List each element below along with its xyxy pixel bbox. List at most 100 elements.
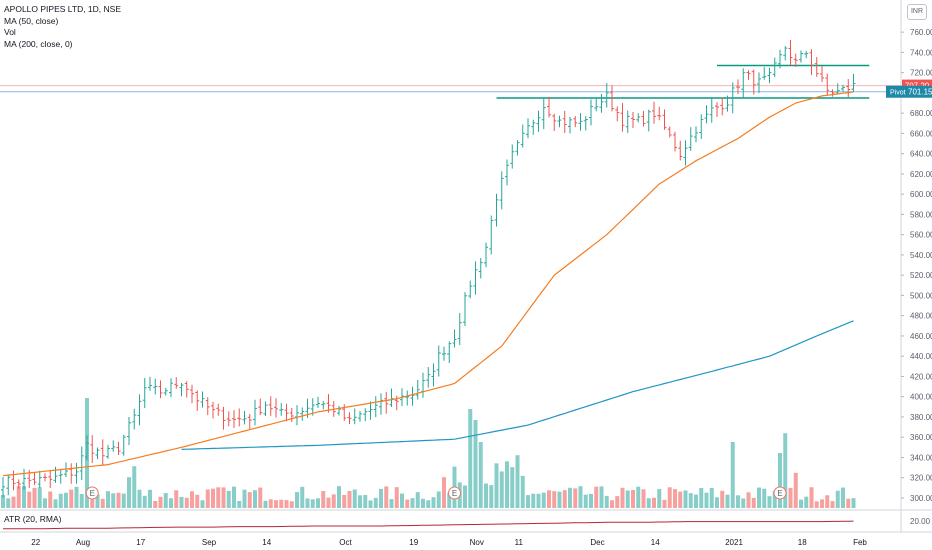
volume-bar — [447, 492, 452, 508]
ohlc-bar — [694, 126, 698, 143]
ohlc-bar — [667, 126, 672, 138]
earnings-label: E — [90, 489, 95, 498]
volume-bar — [100, 498, 105, 508]
ohlc-bar — [43, 473, 47, 482]
volume-bar — [184, 497, 189, 508]
ohlc-bar — [64, 462, 68, 477]
ohlc-bar — [163, 387, 168, 396]
ohlc-bar — [778, 49, 782, 69]
volume-bar — [289, 501, 294, 508]
ohlc-bar — [274, 398, 278, 418]
volume-bar — [583, 494, 588, 508]
volume-bar — [121, 493, 126, 508]
ohlc-bar — [526, 118, 530, 139]
ohlc-bar — [1, 477, 5, 498]
ohlc-bar — [211, 401, 215, 419]
volume-bar — [16, 486, 21, 508]
volume-bar — [762, 488, 767, 508]
ohlc-bar — [200, 391, 205, 408]
ohlc-bar — [531, 119, 536, 135]
y-tick-label: 420.00 — [910, 372, 932, 381]
volume-bar — [300, 486, 305, 508]
x-tick-label: 14 — [651, 538, 660, 547]
volume-bar — [541, 492, 546, 508]
ohlc-bar — [121, 434, 126, 456]
volume-series — [1, 398, 856, 508]
chart-legend: APOLLO PIPES LTD, 1D, NSE MA (50, close)… — [4, 4, 121, 50]
ohlc-bar — [74, 462, 79, 484]
volume-bar — [200, 500, 205, 508]
volume-bar — [74, 486, 79, 508]
ohlc-bar — [788, 39, 793, 67]
volume-bar — [64, 492, 68, 508]
atr-legend: ATR (20, RMA) — [4, 514, 62, 524]
volume-bar — [578, 486, 583, 508]
volume-bar — [132, 466, 137, 508]
volume-bar — [195, 494, 200, 508]
ohlc-bar — [284, 403, 289, 422]
currency-badge[interactable]: INR — [907, 4, 927, 20]
ohlc-bar — [783, 46, 788, 61]
legend-ma200: MA (200, close, 0) — [4, 38, 73, 49]
volume-bar — [331, 494, 336, 508]
volume-bar — [163, 493, 168, 508]
x-tick-label: Sep — [202, 538, 217, 547]
volume-bar — [421, 498, 425, 508]
volume-bar — [552, 491, 557, 508]
x-axis: 22 Aug 17 Sep 14 Oct 19 Nov 11 Dec 14 2021 18 Feb — [31, 538, 867, 547]
ohlc-bar — [610, 85, 614, 112]
earnings-label: E — [777, 489, 782, 498]
y-tick-label: 560.00 — [910, 231, 932, 240]
ohlc-bar — [620, 103, 625, 132]
volume-bar — [599, 486, 604, 508]
volume-bar — [142, 495, 147, 508]
volume-bar — [279, 499, 284, 508]
ohlc-bar — [562, 110, 567, 133]
volume-bar — [610, 500, 614, 508]
ohlc-bar — [736, 79, 740, 95]
ohlc-bar — [468, 280, 473, 299]
y-tick-label: 680.00 — [910, 109, 932, 118]
earnings-label: E — [452, 489, 457, 498]
x-tick-label: 2021 — [725, 538, 743, 547]
volume-bar — [190, 491, 194, 508]
volume-bar — [835, 490, 840, 508]
ohlc-bar — [279, 403, 284, 416]
x-tick-label: 14 — [262, 538, 271, 547]
ohlc-bar — [447, 341, 452, 363]
volume-bar — [211, 488, 215, 508]
volume-bar — [174, 490, 179, 508]
volume-bar — [841, 487, 845, 508]
volume-bar — [284, 500, 289, 508]
ohlc-bar — [846, 79, 851, 98]
volume-bar — [95, 494, 100, 508]
ohlc-bar — [573, 116, 578, 128]
pivot-label: Pivot — [890, 90, 906, 97]
volume-bar — [205, 489, 210, 508]
ohlc-bar — [116, 441, 121, 456]
ohlc-bar — [53, 466, 58, 483]
volume-bar — [106, 491, 110, 508]
volume-bar — [295, 492, 299, 508]
ohlc-bar — [148, 376, 152, 391]
volume-bar — [673, 489, 677, 508]
volume-bar — [536, 493, 541, 508]
volume-bar — [478, 442, 483, 508]
volume-bar — [830, 501, 835, 508]
ohlc-bar — [804, 51, 809, 59]
y-tick-label: 340.00 — [910, 453, 932, 462]
volume-bar — [851, 498, 856, 508]
ohlc-bar — [625, 110, 630, 133]
ohlc-bar — [709, 98, 714, 123]
ohlc-bar — [851, 73, 856, 92]
price-labels: 707.20Pivot701.15 — [886, 79, 932, 98]
volume-bar — [221, 487, 226, 508]
volume-bar — [58, 493, 63, 508]
volume-bar — [751, 497, 756, 508]
volume-bar — [373, 497, 378, 508]
earnings-marker — [773, 486, 787, 500]
ohlc-bar — [22, 468, 26, 490]
y-tick-label: 500.00 — [910, 291, 932, 300]
ohlc-bar — [510, 144, 515, 169]
